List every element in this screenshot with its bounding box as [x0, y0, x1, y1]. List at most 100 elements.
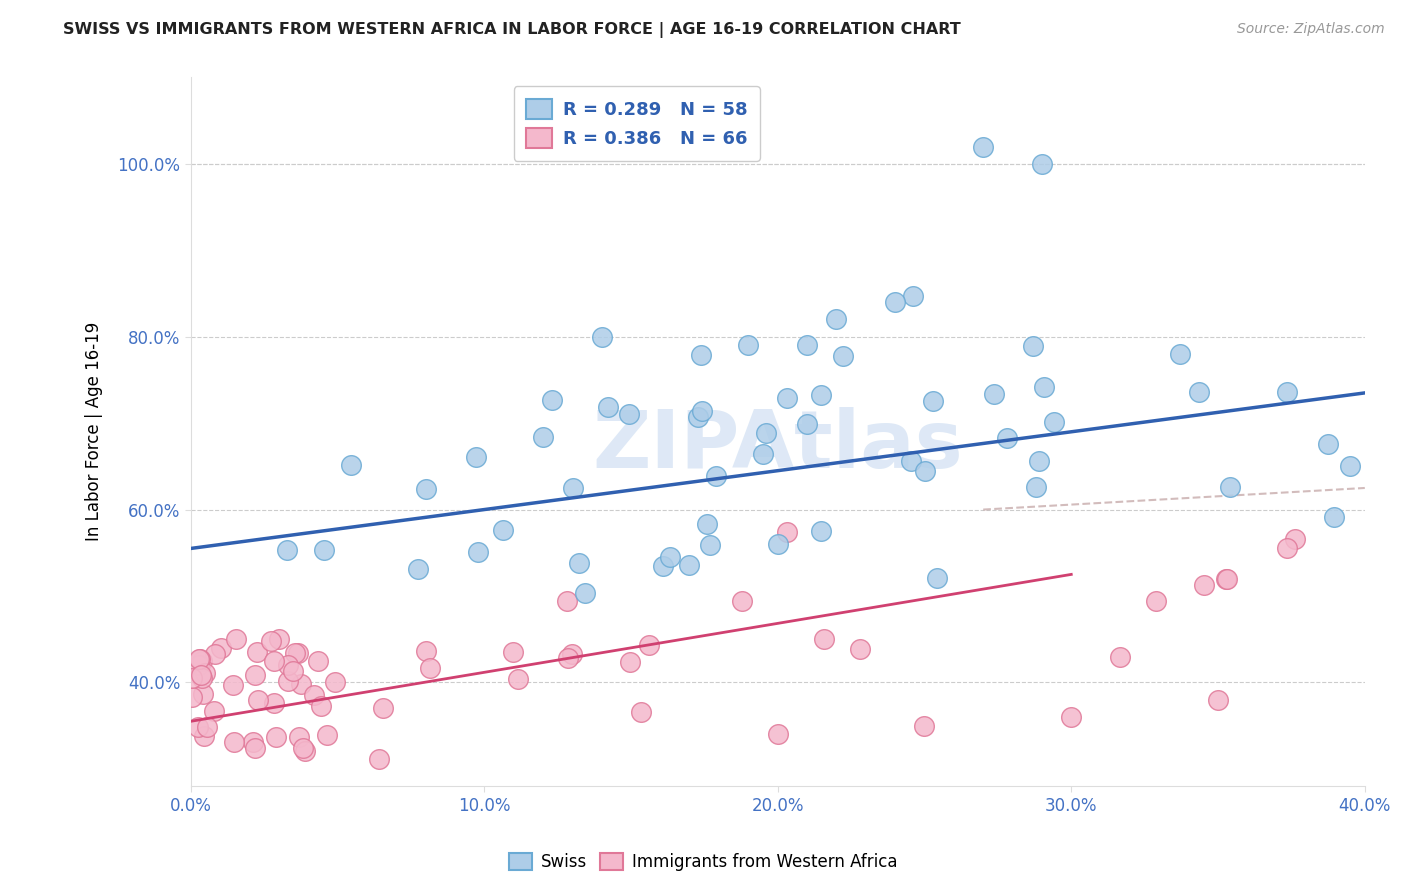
Point	[776, 391, 799, 405]
Point	[1022, 339, 1045, 353]
Legend: Swiss, Immigrants from Western Africa: Swiss, Immigrants from Western Africa	[501, 845, 905, 880]
Point	[190, 667, 212, 681]
Point	[730, 594, 752, 608]
Point	[294, 744, 316, 758]
Point	[690, 404, 713, 418]
Point	[1188, 384, 1211, 399]
Point	[309, 698, 332, 713]
Point	[224, 734, 246, 748]
Point	[1043, 415, 1066, 429]
Point	[276, 542, 298, 557]
Point	[492, 523, 515, 537]
Point	[561, 481, 583, 495]
Point	[796, 338, 818, 352]
Point	[181, 672, 204, 686]
Point	[415, 643, 437, 657]
Point	[995, 432, 1018, 446]
Point	[188, 652, 211, 666]
Point	[825, 312, 848, 326]
Point	[302, 688, 325, 702]
Point	[315, 728, 337, 742]
Point	[267, 632, 290, 647]
Point	[277, 657, 299, 672]
Point	[1339, 459, 1361, 474]
Point	[188, 651, 211, 665]
Point	[307, 654, 329, 668]
Point	[202, 704, 225, 718]
Point	[737, 338, 759, 352]
Point	[678, 558, 700, 572]
Y-axis label: In Labor Force | Age 16-19: In Labor Force | Age 16-19	[86, 322, 103, 541]
Point	[225, 632, 247, 646]
Point	[1275, 385, 1298, 400]
Point	[1032, 379, 1054, 393]
Point	[901, 288, 924, 302]
Point	[1194, 578, 1216, 592]
Point	[1206, 692, 1229, 706]
Point	[187, 658, 209, 673]
Point	[619, 655, 641, 669]
Point	[195, 720, 218, 734]
Point	[596, 401, 619, 415]
Point	[284, 646, 307, 660]
Point	[766, 537, 789, 551]
Point	[368, 751, 391, 765]
Point	[1317, 437, 1340, 451]
Point	[263, 696, 285, 710]
Point	[508, 673, 530, 687]
Point	[813, 632, 835, 647]
Point	[810, 524, 832, 539]
Point	[339, 458, 361, 472]
Point	[922, 394, 945, 409]
Point	[373, 701, 395, 715]
Point	[925, 571, 948, 585]
Point	[704, 469, 727, 483]
Point	[630, 706, 652, 720]
Text: SWISS VS IMMIGRANTS FROM WESTERN AFRICA IN LABOR FORCE | AGE 16-19 CORRELATION C: SWISS VS IMMIGRANTS FROM WESTERN AFRICA …	[63, 22, 962, 38]
Point	[766, 727, 789, 741]
Point	[775, 524, 797, 539]
Point	[1168, 347, 1191, 361]
Point	[1215, 572, 1237, 586]
Point	[502, 645, 524, 659]
Point	[1323, 509, 1346, 524]
Point	[1025, 480, 1047, 494]
Point	[246, 693, 269, 707]
Point	[323, 675, 346, 690]
Point	[688, 409, 710, 424]
Point	[637, 639, 659, 653]
Point	[194, 665, 217, 680]
Point	[591, 329, 613, 343]
Point	[419, 661, 441, 675]
Point	[180, 690, 202, 705]
Point	[191, 654, 214, 668]
Point	[204, 647, 226, 661]
Point	[914, 719, 936, 733]
Point	[1060, 710, 1083, 724]
Text: ZIPAtlas: ZIPAtlas	[592, 407, 963, 485]
Point	[810, 387, 832, 401]
Point	[312, 542, 335, 557]
Point	[884, 295, 907, 310]
Point	[1028, 453, 1050, 467]
Point	[972, 139, 994, 153]
Point	[243, 667, 266, 681]
Legend: R = 0.289   N = 58, R = 0.386   N = 66: R = 0.289 N = 58, R = 0.386 N = 66	[513, 87, 759, 161]
Point	[193, 729, 215, 743]
Point	[557, 650, 579, 665]
Point	[1031, 157, 1053, 171]
Point	[406, 561, 429, 575]
Point	[560, 647, 582, 661]
Point	[291, 740, 314, 755]
Point	[245, 741, 267, 756]
Point	[246, 645, 269, 659]
Point	[415, 482, 437, 496]
Point	[1109, 649, 1132, 664]
Point	[617, 408, 640, 422]
Point	[1277, 541, 1299, 555]
Point	[541, 393, 564, 408]
Point	[567, 556, 589, 570]
Point	[1216, 572, 1239, 586]
Point	[900, 453, 922, 467]
Point	[260, 634, 283, 648]
